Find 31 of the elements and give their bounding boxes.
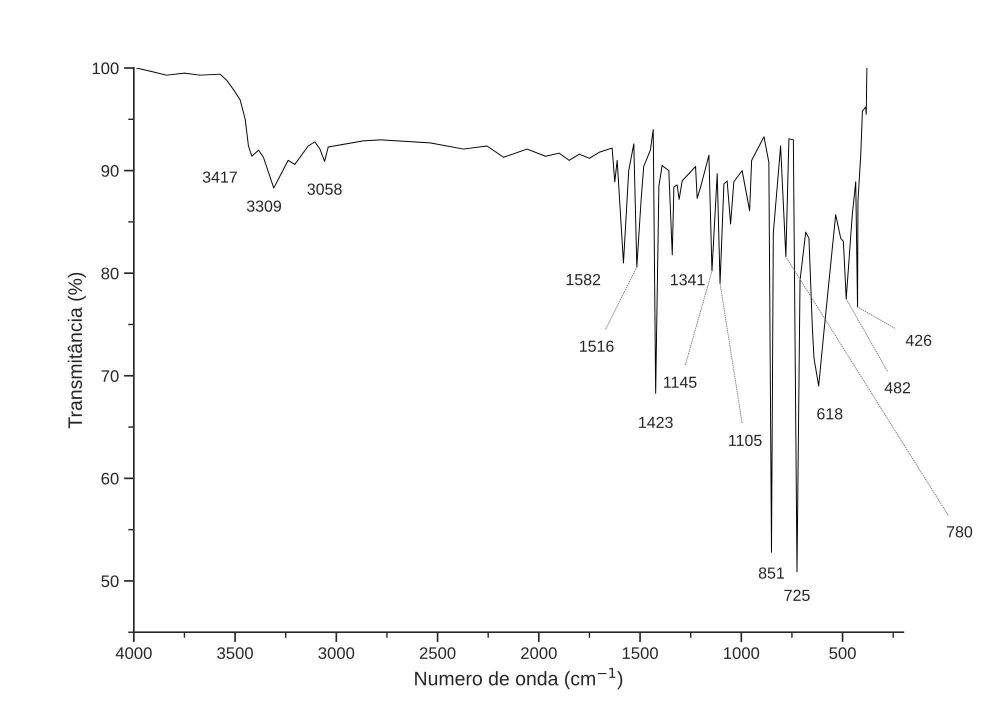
annotation: 426 xyxy=(906,334,932,346)
annotation: 1145 xyxy=(664,376,697,388)
annotation: 851 xyxy=(758,567,784,579)
y-tick-label: 90 xyxy=(101,165,119,177)
annotation: 1423 xyxy=(639,416,673,428)
x-tick-label: 1000 xyxy=(724,647,760,660)
x-tick-label: 3000 xyxy=(318,647,354,660)
annotation: 780 xyxy=(946,526,972,538)
annotation: 725 xyxy=(784,590,810,601)
y-tick-label: 50 xyxy=(101,575,119,588)
annotation: 1582 xyxy=(566,274,600,286)
annotation: 482 xyxy=(884,382,910,394)
annotation: 3417 xyxy=(202,171,237,183)
x-tick-label: 2500 xyxy=(420,647,456,660)
y-tick-label: 60 xyxy=(102,472,119,485)
annotation: 3309 xyxy=(246,200,282,212)
x-axis-title: Numero de onda (cm$^{−1}$) xyxy=(415,668,622,690)
y-tick-label: 100 xyxy=(92,62,119,74)
x-tick-label: 500 xyxy=(829,647,856,660)
annotation: 618 xyxy=(817,408,842,420)
annotation: 1341 xyxy=(670,274,705,286)
y-tick-label: 80 xyxy=(101,268,119,280)
x-tick-label: 2000 xyxy=(521,647,557,660)
x-tick-label: 4000 xyxy=(116,647,152,660)
annotation: 1105 xyxy=(729,434,762,446)
annotation: 1516 xyxy=(580,340,614,352)
annotation: 3058 xyxy=(307,184,342,195)
y-tick-label: 70 xyxy=(102,370,119,382)
x-tick-label: 3500 xyxy=(217,647,253,660)
y-axis-title: Transmitância (%) xyxy=(68,272,86,428)
x-tick-label: 1500 xyxy=(622,647,658,660)
